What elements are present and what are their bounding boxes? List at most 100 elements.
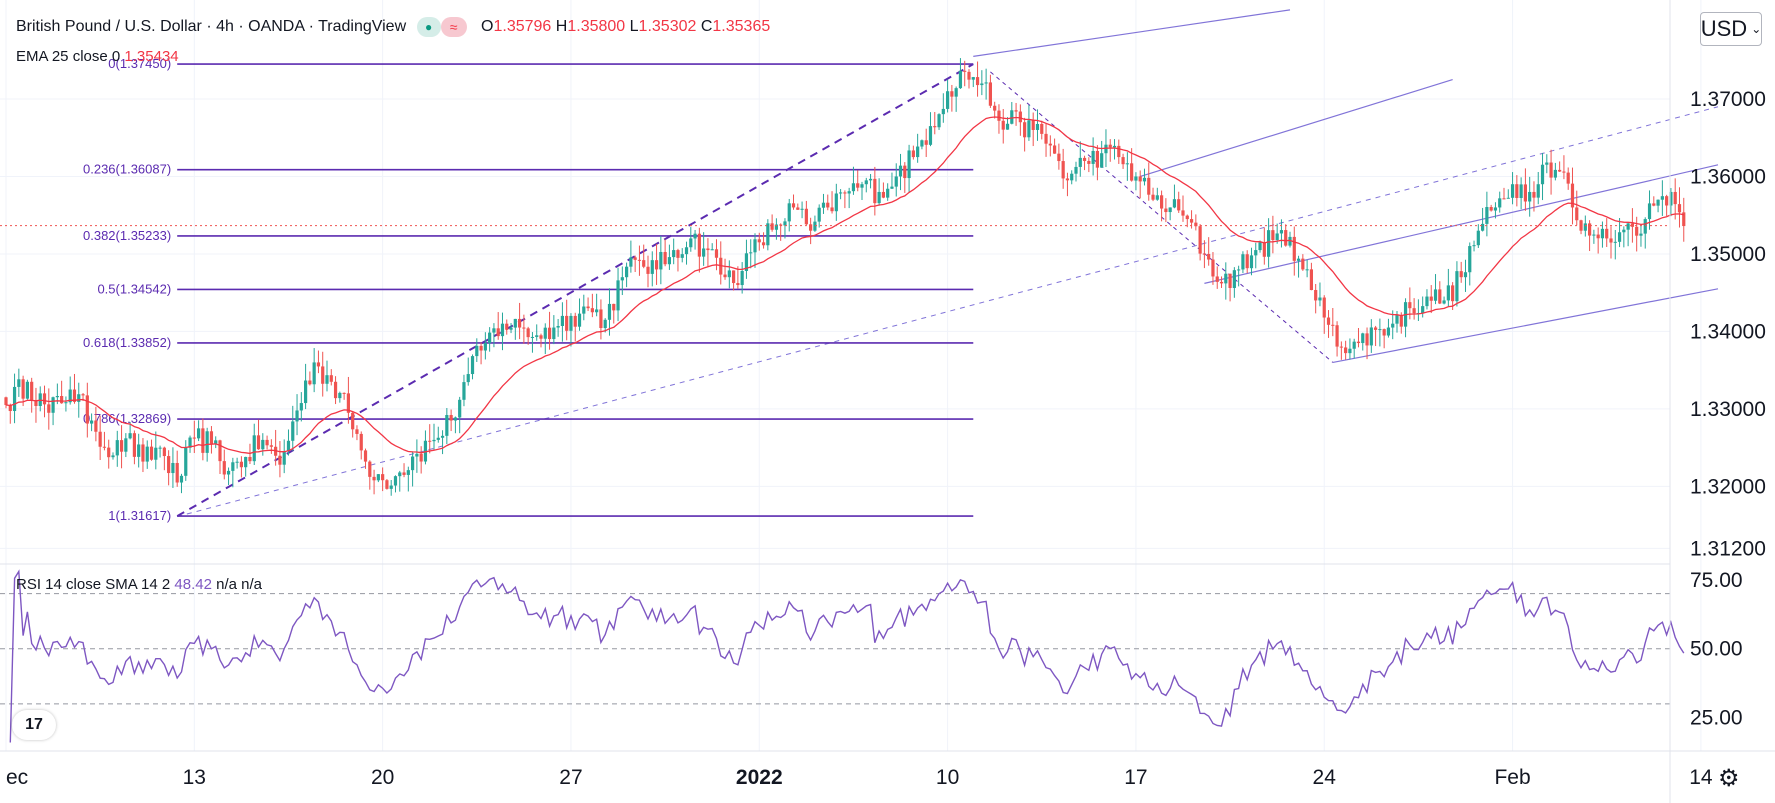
candle-up — [886, 188, 890, 198]
candle-down — [21, 379, 25, 399]
candle-up — [535, 335, 539, 337]
candle-down — [1677, 204, 1682, 213]
price-tick-label: 1.36000 — [1690, 165, 1766, 188]
candle-down — [1095, 150, 1099, 168]
candle-up — [55, 396, 59, 398]
candle-down — [590, 308, 594, 313]
ema-legend[interactable]: EMA 25 close 0 1.35434 — [16, 48, 179, 65]
candle-up — [509, 327, 513, 330]
candle-up — [1091, 150, 1095, 164]
candle-down — [30, 381, 34, 401]
price-tick-label: 1.32000 — [1690, 475, 1766, 498]
candle-up — [188, 437, 192, 448]
candle-down — [1635, 226, 1639, 236]
candle-up — [860, 184, 864, 188]
candle-up — [928, 126, 933, 145]
candle-up — [462, 382, 466, 400]
candle-up — [1493, 207, 1498, 211]
candle-down — [1262, 242, 1266, 257]
gear-icon[interactable]: ⚙ — [1718, 765, 1740, 792]
candle-down — [637, 259, 642, 261]
chart-grid — [0, 0, 1702, 751]
candle-up — [1481, 223, 1485, 231]
candle-up — [774, 224, 778, 230]
price-tick-label: 1.31200 — [1690, 537, 1766, 560]
candle-down — [1309, 269, 1313, 291]
candle-up — [252, 435, 256, 462]
candle-down — [1459, 271, 1463, 278]
interval-label[interactable]: 4h — [216, 18, 234, 36]
candle-down — [149, 446, 154, 460]
candle-down — [1322, 297, 1326, 318]
candle-down — [1314, 290, 1318, 301]
price-tick-label: 1.35000 — [1690, 243, 1766, 266]
candle-down — [770, 223, 774, 230]
time-tick-label: 20 — [371, 766, 394, 789]
ema-label: EMA 25 close 0 — [16, 48, 121, 65]
candle-up — [727, 270, 731, 278]
candle-up — [1536, 184, 1540, 198]
candle-down — [1130, 163, 1134, 181]
rsi-tick-label: 25.00 — [1690, 707, 1743, 730]
candle-down — [167, 456, 171, 474]
candle-up — [124, 438, 128, 452]
fib-level-label: 1(1.31617) — [108, 508, 171, 523]
candle-up — [1100, 153, 1104, 168]
rsi-tick-label: 75.00 — [1690, 569, 1743, 592]
candle-down — [4, 397, 8, 406]
candle-up — [295, 410, 299, 422]
candle-up — [1485, 207, 1489, 224]
candle-up — [740, 270, 744, 286]
candle-down — [1284, 230, 1288, 246]
candle-down — [663, 251, 667, 265]
candle-up — [214, 440, 218, 444]
candle-up — [231, 462, 235, 471]
candle-down — [676, 250, 680, 258]
candle-down — [201, 428, 205, 453]
candle-up — [1232, 270, 1236, 288]
candle-down — [1605, 228, 1609, 239]
candle-down — [1344, 347, 1348, 354]
candle-down — [218, 440, 222, 462]
time-tick-label: 2022 — [736, 766, 783, 789]
data-wave-icon[interactable]: ≈ — [440, 17, 467, 37]
candle-up — [1647, 203, 1652, 220]
candle-up — [556, 325, 560, 328]
candle-up — [1155, 195, 1159, 200]
fibonacci-labels: 0.236(1.36087) 0.382(1.35233) 0.5(1.34542)… — [83, 56, 171, 523]
rsi-axis: 75.00 50.00 25.00 — [1690, 569, 1743, 730]
rsi-legend[interactable]: RSI 14 close SMA 14 2 48.42 n/a n/a — [16, 576, 262, 593]
candle-down — [518, 318, 522, 328]
candle-up — [51, 397, 55, 413]
candle-up — [916, 146, 920, 158]
candle-up — [954, 88, 958, 97]
candle-down — [175, 462, 179, 483]
candle-down — [1245, 254, 1249, 269]
candle-up — [530, 336, 535, 338]
currency-button[interactable]: USD ⌄ — [1700, 12, 1762, 46]
candle-down — [98, 431, 102, 447]
candle-down — [81, 394, 85, 396]
candle-up — [1142, 177, 1147, 182]
candle-up — [1669, 191, 1673, 206]
candle-up — [1027, 120, 1031, 138]
tradingview-logo-icon[interactable]: 17 — [12, 710, 56, 740]
candle-down — [950, 91, 954, 97]
candle-down — [706, 248, 710, 251]
market-status-icon[interactable]: ● — [416, 17, 441, 37]
candle-up — [847, 191, 851, 194]
candle-down — [779, 224, 783, 226]
symbol-name[interactable]: British Pound / U.S. Dollar — [16, 18, 202, 36]
candle-down — [1001, 120, 1005, 130]
candle-up — [171, 462, 175, 474]
candle-up — [1626, 223, 1630, 230]
candle-up — [920, 140, 924, 147]
candle-down — [1031, 120, 1035, 130]
candle-up — [817, 207, 821, 222]
candle-down — [278, 455, 282, 465]
candle-up — [625, 266, 629, 278]
candle-down — [1061, 161, 1065, 179]
platform-label: TradingView — [318, 18, 407, 36]
candle-down — [1399, 315, 1403, 327]
